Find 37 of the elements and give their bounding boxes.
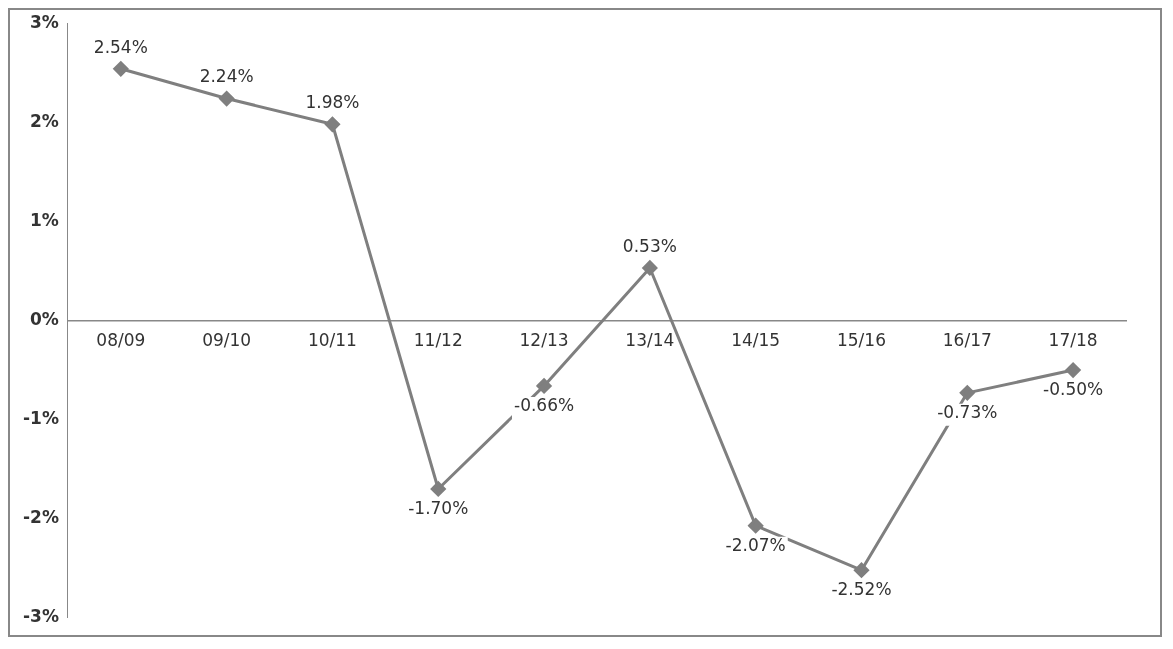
y-tick-label: 2% [30, 110, 59, 131]
y-tick-label: -3% [23, 606, 59, 627]
y-tick-label: -2% [23, 507, 59, 528]
y-tick-label: 3% [30, 11, 59, 32]
x-tick-label: 17/18 [1048, 330, 1098, 351]
data-label: -1.70% [408, 497, 469, 518]
x-tick-label: 14/15 [731, 330, 781, 351]
point [536, 378, 552, 394]
data-label: 0.53% [622, 235, 677, 256]
x-tick-label: 08/09 [96, 330, 146, 351]
point [853, 562, 869, 578]
x-tick-label: 11/12 [413, 330, 463, 351]
point [324, 116, 340, 132]
data-label: -0.73% [937, 401, 998, 422]
point [1065, 362, 1081, 378]
data-label: -0.66% [513, 394, 575, 415]
x-tick-label: 13/14 [625, 330, 675, 351]
y-tick-label: 1% [30, 209, 59, 230]
point [430, 481, 446, 497]
x-tick-label: 09/10 [202, 330, 252, 351]
data-label: 2.54% [93, 36, 148, 57]
data-label: 1.98% [305, 92, 360, 113]
point [113, 61, 129, 77]
data-label: -0.50% [1043, 378, 1104, 399]
x-tick-label: 10/11 [307, 330, 357, 351]
point [959, 385, 975, 401]
point [642, 260, 658, 276]
y-tick-label: 0% [30, 308, 59, 329]
x-tick-label: 15/16 [836, 330, 886, 351]
y-tick-label: -1% [23, 408, 59, 429]
x-tick-label: 16/17 [942, 330, 992, 351]
point [748, 518, 764, 534]
point [219, 91, 235, 107]
x-tick-label: 12/13 [519, 330, 569, 351]
data-label: -2.52% [831, 579, 892, 600]
data-label: -2.07% [725, 534, 786, 555]
data-label: 2.24% [199, 66, 254, 87]
